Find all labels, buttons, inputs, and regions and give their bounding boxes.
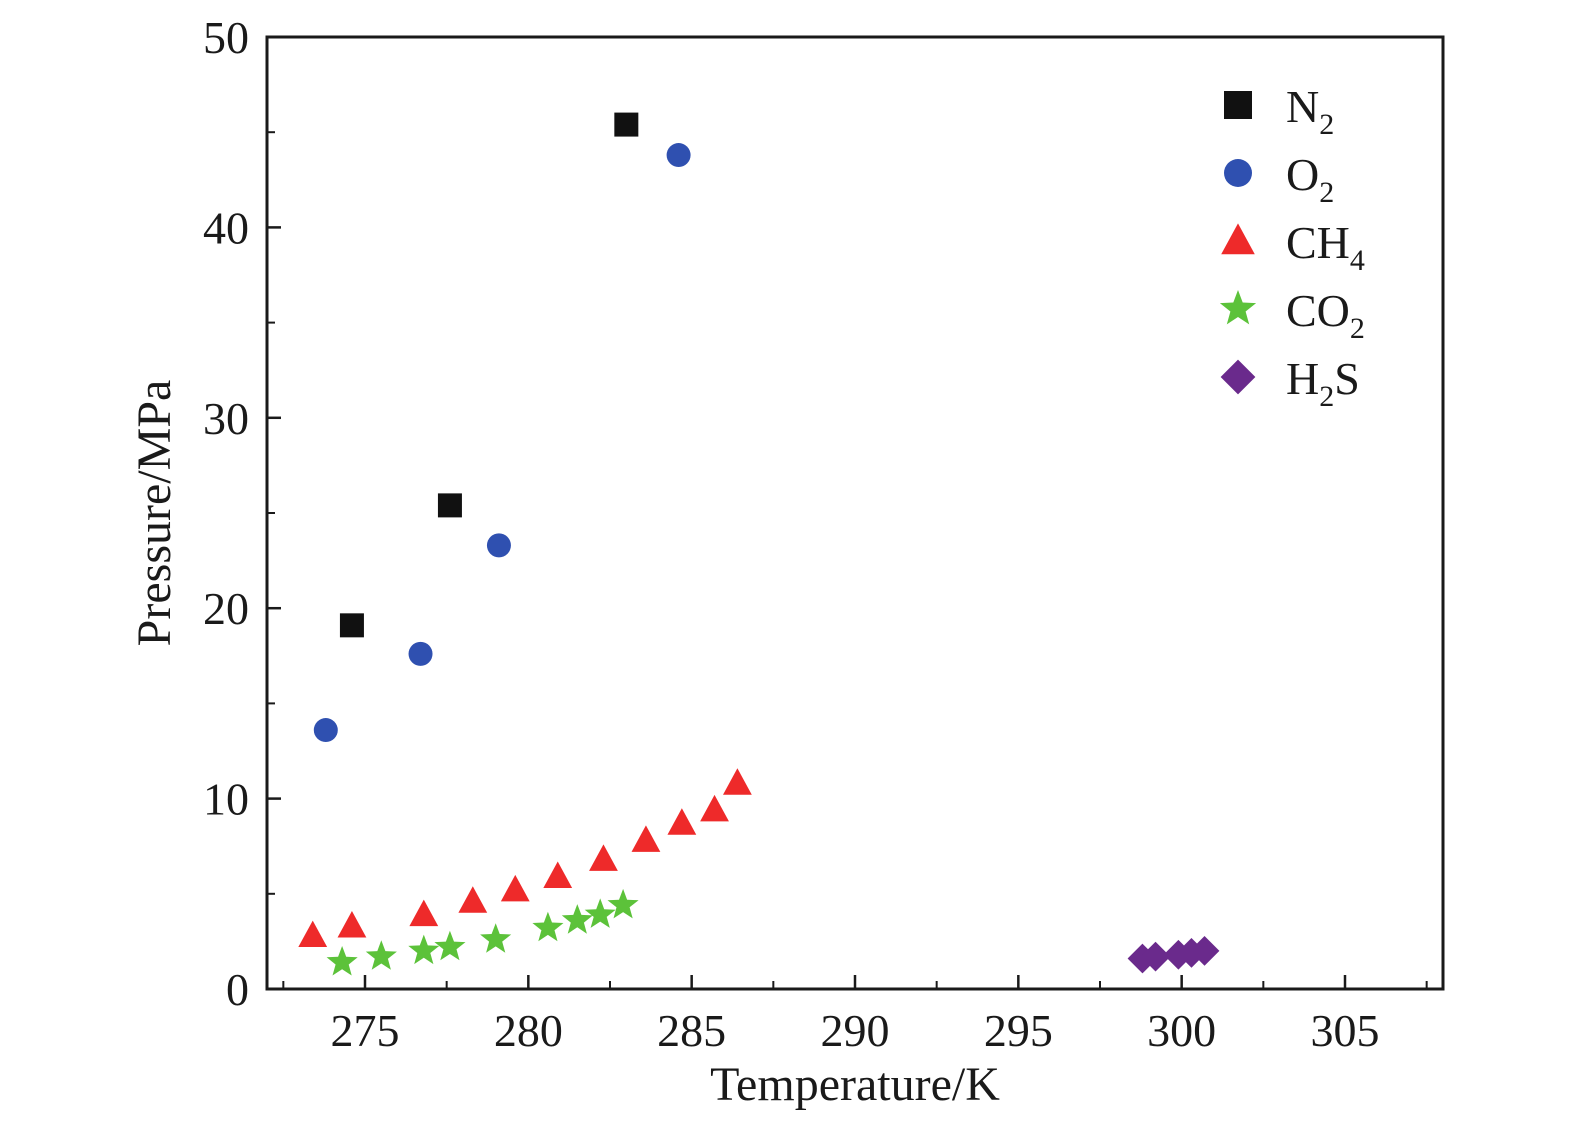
legend-label-tail: S bbox=[1334, 353, 1360, 404]
point-ch4-9 bbox=[700, 794, 729, 822]
point-ch4-6 bbox=[589, 844, 618, 871]
legend-marker-ch4 bbox=[1221, 223, 1255, 255]
point-o2-1 bbox=[408, 641, 433, 666]
point-co2-0 bbox=[326, 946, 358, 976]
legend-label-subscript: 2 bbox=[1319, 108, 1334, 141]
legend-marker-h2s bbox=[1220, 359, 1256, 395]
y-tick-label-50: 50 bbox=[203, 12, 249, 63]
point-h2s-4 bbox=[1189, 936, 1220, 966]
legend-label-main: CH bbox=[1286, 217, 1350, 268]
y-tick-label-0: 0 bbox=[226, 964, 249, 1015]
point-ch4-4 bbox=[500, 874, 530, 902]
legend-label-subscript: 2 bbox=[1319, 176, 1334, 209]
legend-label-ch4: CH4 bbox=[1286, 217, 1365, 277]
legend-label-n2: N2 bbox=[1286, 81, 1334, 141]
y-tick-label-30: 30 bbox=[203, 393, 249, 444]
data-points bbox=[298, 112, 1220, 976]
point-co2-5 bbox=[532, 911, 564, 942]
point-co2-8 bbox=[607, 888, 639, 919]
legend-marker-n2 bbox=[1224, 91, 1252, 119]
point-ch4-0 bbox=[298, 920, 328, 948]
point-o2-2 bbox=[486, 533, 511, 558]
point-ch4-3 bbox=[458, 886, 488, 913]
x-tick-label-285: 285 bbox=[657, 1005, 726, 1056]
y-tick-label-10: 10 bbox=[203, 774, 249, 825]
y-axis: 0 10 20 30 40 50 bbox=[203, 12, 281, 1015]
point-co2-2 bbox=[408, 934, 440, 965]
point-h2s-2 bbox=[1163, 939, 1194, 970]
legend-label-subscript: 2 bbox=[1319, 380, 1334, 413]
x-tick-label-290: 290 bbox=[821, 1005, 890, 1056]
point-co2-7 bbox=[584, 898, 616, 928]
legend-marker-o2 bbox=[1224, 159, 1252, 187]
point-ch4-8 bbox=[667, 808, 697, 835]
point-ch4-1 bbox=[337, 911, 367, 938]
point-ch4-2 bbox=[409, 899, 439, 927]
legend-label-o2: O2 bbox=[1286, 149, 1334, 209]
point-ch4-10 bbox=[723, 768, 752, 795]
legend-label-h2s: H2S bbox=[1286, 353, 1360, 413]
point-n2-1 bbox=[437, 493, 462, 518]
legend-marker-co2 bbox=[1219, 290, 1257, 325]
point-ch4-5 bbox=[543, 861, 573, 889]
legend-label-co2: CO2 bbox=[1286, 285, 1365, 345]
point-h2s-1 bbox=[1140, 941, 1171, 972]
x-tick-label-295: 295 bbox=[984, 1005, 1053, 1056]
point-co2-3 bbox=[434, 930, 466, 961]
legend-label-main: N bbox=[1286, 81, 1319, 132]
x-tick-label-275: 275 bbox=[331, 1005, 400, 1056]
legend-label-subscript: 2 bbox=[1350, 312, 1365, 345]
y-axis-title: Pressure/MPa bbox=[128, 380, 181, 647]
x-axis: 275 280 285 290 295 300 305 bbox=[282, 975, 1428, 1056]
point-co2-4 bbox=[480, 923, 512, 953]
point-h2s-0 bbox=[1127, 943, 1158, 974]
x-axis-title: Temperature/K bbox=[710, 1058, 1000, 1111]
point-o2-3 bbox=[666, 143, 691, 168]
y-tick-label-20: 20 bbox=[203, 583, 249, 634]
point-co2-1 bbox=[365, 940, 397, 970]
point-o2-0 bbox=[313, 718, 338, 743]
point-n2-0 bbox=[339, 613, 364, 638]
point-co2-6 bbox=[561, 904, 593, 934]
x-tick-label-305: 305 bbox=[1311, 1005, 1380, 1056]
point-ch4-7 bbox=[631, 825, 661, 852]
y-tick-label-40: 40 bbox=[203, 202, 249, 253]
x-tick-label-300: 300 bbox=[1147, 1005, 1216, 1056]
point-n2-2 bbox=[614, 112, 639, 137]
legend-label-main: CO bbox=[1286, 285, 1350, 336]
legend-label-subscript: 4 bbox=[1350, 244, 1365, 277]
legend-label-main: H bbox=[1286, 353, 1319, 404]
x-tick-label-280: 280 bbox=[494, 1005, 563, 1056]
legend-label-main: O bbox=[1286, 149, 1319, 200]
point-h2s-3 bbox=[1176, 937, 1207, 968]
